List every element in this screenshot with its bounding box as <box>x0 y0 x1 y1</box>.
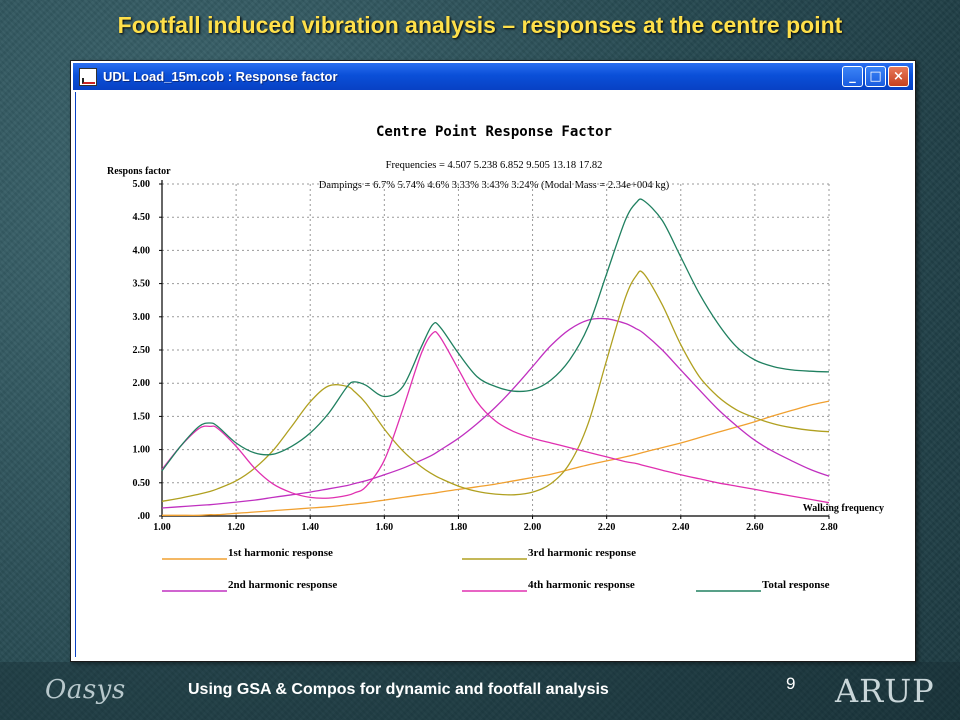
window-titlebar[interactable]: UDL Load_15m.cob : Response factor _ □ × <box>73 63 913 90</box>
maximize-button[interactable]: □ <box>865 66 886 87</box>
response-factor-chart: Centre Point Response Factor Frequencies… <box>107 124 884 592</box>
series-line-total-response <box>161 198 830 472</box>
chart-title: Centre Point Response Factor <box>376 124 612 140</box>
response-factor-window[interactable]: UDL Load_15m.cob : Response factor _ □ ×… <box>70 60 916 662</box>
legend-label-2nd-harmonic-response: 2nd harmonic response <box>228 579 337 591</box>
chart-client-area: Centre Point Response Factor Frequencies… <box>75 92 911 657</box>
x-tick-label: 2.80 <box>820 522 838 533</box>
y-tick-label: 1.50 <box>133 411 151 422</box>
axes-layer: 1.00 1.20 1.40 1.60 1.80 2.00 2.20 2.40 2.60 2.80… <box>133 179 838 533</box>
chart-app-icon <box>79 67 97 86</box>
y-tick-label: 1.00 <box>133 445 151 456</box>
legend-layer: 1st harmonic response 3rd harmonic respon… <box>162 547 830 592</box>
window-controls: _ □ × <box>842 66 909 87</box>
series-line-1st-harmonic-response <box>162 400 830 516</box>
x-tick-label: 1.20 <box>227 522 245 533</box>
y-tick-label: 2.00 <box>133 378 151 389</box>
series-line-2nd-harmonic-response <box>161 317 830 509</box>
window-title: UDL Load_15m.cob : Response factor <box>103 69 338 84</box>
legend-label-4th-harmonic-response: 4th harmonic response <box>528 579 635 591</box>
y-tick-label: 4.00 <box>133 245 151 256</box>
x-tick-label: 1.00 <box>153 522 171 533</box>
close-button[interactable]: × <box>888 66 909 87</box>
chart-frequencies-note: Frequencies = 4.507 5.238 6.852 9.505 13… <box>386 160 603 171</box>
x-tick-label: 2.00 <box>524 522 542 533</box>
minimize-button[interactable]: _ <box>842 66 863 87</box>
slide-title: Footfall induced vibration analysis – re… <box>117 12 843 38</box>
x-tick-label: 1.60 <box>376 522 394 533</box>
grid-layer <box>162 183 830 516</box>
y-tick-label: .00 <box>138 511 151 522</box>
x-tick-label: 2.20 <box>598 522 616 533</box>
page-number: 9 <box>786 674 796 693</box>
arup-logo: ARUP <box>835 672 935 710</box>
footer-text: Using GSA & Compos for dynamic and footf… <box>188 681 609 698</box>
y-tick-label: 0.50 <box>133 478 151 489</box>
footer-band <box>0 662 960 720</box>
legend-label-total-response: Total response <box>762 579 830 591</box>
y-axis-label: Respons factor <box>107 166 171 177</box>
series-line-4th-harmonic-response <box>161 330 830 504</box>
x-tick-label: 2.60 <box>746 522 764 533</box>
x-tick-label: 2.40 <box>672 522 690 533</box>
y-tick-label: 3.50 <box>133 279 151 290</box>
chart-dampings-note: Dampings = 6.7% 5.74% 4.6% 3.33% 3.43% 3… <box>319 180 670 191</box>
y-tick-label: 5.00 <box>133 179 151 190</box>
oasys-logo: Oasys <box>45 675 126 705</box>
y-tick-label: 4.50 <box>133 212 151 223</box>
x-axis-label: Walking frequency <box>803 503 884 514</box>
legend-label-3rd-harmonic-response: 3rd harmonic response <box>528 547 636 559</box>
x-tick-label: 1.80 <box>450 522 468 533</box>
x-tick-label: 1.40 <box>301 522 319 533</box>
legend-label-1st-harmonic-response: 1st harmonic response <box>228 547 333 559</box>
series-layer <box>161 198 830 516</box>
y-tick-label: 3.00 <box>133 312 151 323</box>
y-tick-label: 2.50 <box>133 345 151 356</box>
